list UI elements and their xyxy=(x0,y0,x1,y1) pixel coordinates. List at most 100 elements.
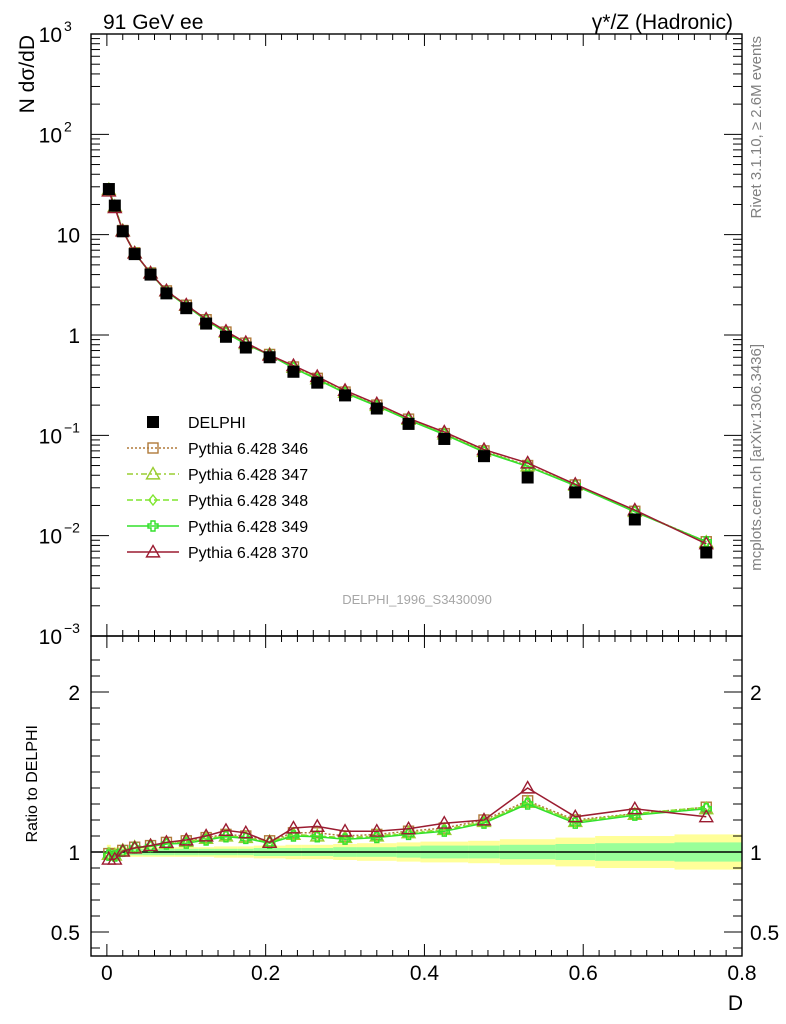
series-line xyxy=(108,189,707,543)
legend-marker xyxy=(147,416,159,428)
ratio-frame xyxy=(90,635,743,957)
data-point xyxy=(116,225,129,238)
data-point xyxy=(700,546,713,559)
legend-entry: Pythia 6.428 346 xyxy=(127,441,308,458)
legend-entry: Pythia 6.428 348 xyxy=(127,493,308,510)
series-line xyxy=(108,189,707,543)
y-tick-label: 10 xyxy=(39,626,62,649)
data-point xyxy=(115,843,131,857)
y-tick-label: 10 xyxy=(39,425,62,448)
data-point xyxy=(309,818,325,832)
data-point xyxy=(219,330,232,343)
rivet-version-label: Rivet 3.1.10, ≥ 2.6M events xyxy=(748,36,765,219)
data-point xyxy=(144,268,157,281)
y-tick-exponent: −3 xyxy=(64,620,80,636)
legend-label: Pythia 6.428 370 xyxy=(188,545,308,562)
data-point xyxy=(126,840,143,854)
series-line xyxy=(108,787,707,860)
data-point xyxy=(160,287,173,300)
data-point xyxy=(698,808,714,823)
data-point xyxy=(628,513,641,526)
data-point xyxy=(369,823,385,837)
legend-marker xyxy=(145,466,161,480)
data-point xyxy=(158,834,175,848)
legend-label: Pythia 6.428 347 xyxy=(188,467,308,484)
data-point xyxy=(402,417,415,430)
main-series-delphi xyxy=(102,183,713,559)
data-point xyxy=(311,376,324,389)
x-tick-label: 0.4 xyxy=(410,962,440,985)
data-point xyxy=(102,183,115,196)
x-tick-label: 0.6 xyxy=(569,962,598,985)
data-point xyxy=(339,389,352,402)
data-point xyxy=(239,341,252,354)
data-point xyxy=(178,832,194,846)
y-tick-label: 10 xyxy=(39,24,62,47)
data-point xyxy=(287,830,300,842)
legend-entry: Pythia 6.428 370 xyxy=(127,544,308,562)
data-point xyxy=(128,248,141,261)
legend-label: Pythia 6.428 349 xyxy=(188,519,308,536)
legend-label: Pythia 6.428 346 xyxy=(188,441,308,458)
ratio-y-tick-label-right: 0.5 xyxy=(750,922,779,945)
data-point xyxy=(261,834,278,848)
data-point xyxy=(438,432,451,445)
legend-label: DELPHI xyxy=(188,415,246,432)
data-point xyxy=(108,199,121,212)
series-line xyxy=(108,189,707,543)
data-point xyxy=(400,820,417,835)
legend-marker xyxy=(147,442,159,454)
series-line xyxy=(108,801,707,857)
series-line xyxy=(108,189,707,543)
data-point xyxy=(142,837,159,852)
y-tick-label: 10 xyxy=(39,526,62,549)
mcplots-label: mcplots.cern.ch [arXiv:1306.3436] xyxy=(748,344,765,571)
x-tick-label: 0.2 xyxy=(251,962,280,985)
data-point xyxy=(521,471,534,484)
data-point xyxy=(476,812,492,826)
legend-entry: Pythia 6.428 347 xyxy=(127,466,308,484)
data-point xyxy=(218,822,234,836)
data-point xyxy=(287,365,300,378)
data-point xyxy=(337,823,353,837)
data-point xyxy=(198,828,214,842)
data-point xyxy=(521,798,534,810)
ratio-y-tick-label: 2 xyxy=(68,682,80,705)
data-point xyxy=(263,351,276,364)
ratio-series-pythia-6-428-370 xyxy=(101,780,714,865)
header-right: γ*/Z (Hadronic) xyxy=(592,11,733,34)
data-point xyxy=(339,833,351,845)
data-point xyxy=(144,840,157,853)
data-point xyxy=(438,825,450,837)
y-tick-label: 10 xyxy=(39,124,62,147)
ratio-y-axis-label: Ratio to DELPHI xyxy=(24,725,41,842)
data-point xyxy=(311,827,323,839)
legend-marker xyxy=(147,520,159,532)
data-point xyxy=(200,317,213,330)
series-line xyxy=(108,190,707,545)
ratio-y-tick-label-right: 2 xyxy=(750,682,762,705)
ratio-y-tick-label: 1 xyxy=(68,842,80,865)
data-point xyxy=(519,455,536,469)
data-point xyxy=(311,831,323,843)
x-axis-label: D xyxy=(728,992,743,1015)
legend-marker xyxy=(148,493,158,507)
data-point xyxy=(107,851,123,865)
legend: DELPHI Pythia 6.428 346 Pythia 6.428 347 Py… xyxy=(127,415,308,562)
data-point xyxy=(285,820,302,834)
ratio-y-tick-label-right: 1 xyxy=(750,842,762,865)
series-line xyxy=(108,799,707,856)
ratio-y-tick-label: 0.5 xyxy=(51,922,80,945)
y-tick-exponent: 2 xyxy=(64,118,72,134)
x-tick-label: 0.8 xyxy=(727,962,756,985)
data-point xyxy=(477,450,490,463)
y-tick-exponent: 3 xyxy=(64,18,72,34)
data-point xyxy=(519,780,536,794)
y-tick-exponent: −1 xyxy=(64,419,80,435)
legend-entry: DELPHI xyxy=(147,415,246,432)
x-tick-label: 0 xyxy=(101,962,113,985)
y-tick-exponent: −2 xyxy=(64,520,80,536)
data-point xyxy=(569,486,582,499)
data-point xyxy=(436,815,452,829)
header-left: 91 GeV ee xyxy=(103,11,203,34)
